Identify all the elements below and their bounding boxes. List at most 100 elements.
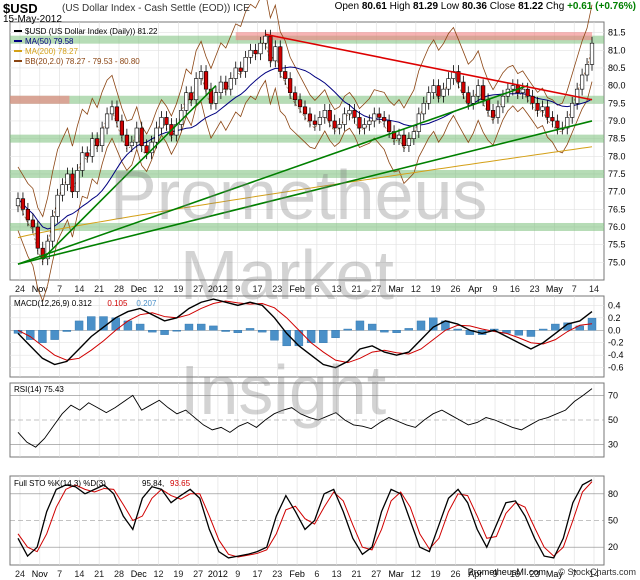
x-tick-label: 16 — [510, 569, 520, 579]
candle-down — [35, 226, 40, 249]
x-tick-label: 7 — [572, 569, 577, 579]
x-tick-label: 19 — [431, 569, 441, 579]
x-tick-label: 28 — [114, 284, 124, 294]
candle-down — [461, 81, 466, 93]
x-tick-label: May — [546, 284, 564, 294]
x-tick-label: 23 — [272, 569, 282, 579]
macd-legend-entry: MACD(12,26,9) 0.312 — [14, 299, 92, 308]
candle-up — [589, 42, 595, 65]
candle-down — [283, 71, 288, 79]
x-tick-label: 7 — [57, 284, 62, 294]
candle-up — [431, 85, 436, 93]
close-label: Close — [489, 1, 516, 12]
candle-up — [396, 134, 402, 139]
candle-up — [372, 113, 377, 122]
candle-down — [114, 106, 120, 122]
x-tick-label: 19 — [431, 284, 441, 294]
candle-down — [332, 120, 337, 129]
rsi-legend: RSI(14) 75.43 — [14, 385, 64, 394]
price-y-tick: 78.0 — [608, 151, 626, 161]
x-tick-label: May — [546, 569, 564, 579]
x-tick-label: 9 — [493, 569, 498, 579]
candle-down — [268, 35, 273, 62]
price-legend-entry: MA(50) 79.58 — [25, 37, 74, 46]
candle-up — [90, 138, 95, 157]
resistance-zone — [235, 32, 593, 41]
candle-up — [159, 117, 164, 129]
x-tick-label: 7 — [57, 569, 62, 579]
candle-down — [312, 120, 317, 125]
macd-histogram-bar — [392, 330, 401, 333]
x-tick-label: 19 — [173, 284, 183, 294]
footer-site-link[interactable]: PrometheusMI.com — [467, 567, 546, 577]
resistance-zone — [10, 95, 70, 104]
macd-histogram-bar — [233, 330, 243, 333]
pane-frame-0 — [9, 21, 605, 281]
macd-histogram-bar — [258, 330, 267, 333]
ohlc-summary: Open 80.61 High 81.29 Low 80.36 Close 81… — [335, 1, 636, 12]
candle-up — [426, 92, 431, 104]
bb-lower-line — [17, 79, 593, 303]
x-tick-label: 16 — [510, 284, 520, 294]
candle-down — [203, 71, 209, 90]
candle-down — [555, 120, 560, 129]
candle-down — [490, 110, 496, 118]
candle-up — [337, 124, 342, 129]
candle-down — [401, 134, 407, 146]
price-y-tick: 75.0 — [608, 257, 626, 267]
candle-down — [545, 106, 550, 118]
macd-legend-entry: 0.105 — [107, 299, 128, 308]
candle-up — [406, 138, 412, 146]
x-tick-label: 24 — [15, 284, 25, 294]
candle-down — [20, 198, 26, 210]
macd-histogram-bar — [160, 330, 169, 335]
macd-legend-entry: 0.207 — [136, 299, 157, 308]
candle-up — [100, 127, 105, 146]
x-tick-label: 9 — [235, 569, 240, 579]
candle-up — [362, 124, 367, 129]
candle-up — [317, 117, 322, 125]
x-tick-label: 21 — [94, 284, 104, 294]
macd-histogram-bar — [38, 330, 47, 343]
candle-down — [70, 173, 75, 192]
macd-histogram-bar — [196, 323, 206, 331]
x-tick-label: 12 — [411, 569, 421, 579]
x-tick-label: Dec — [131, 569, 148, 579]
pane-frame-1 — [9, 295, 605, 378]
macd-histogram-bar — [380, 330, 389, 333]
support-zone — [10, 134, 604, 143]
x-tick-label: 6 — [314, 284, 319, 294]
candle-up — [580, 74, 585, 90]
x-tick-label: 26 — [450, 284, 460, 294]
candle-down — [307, 113, 313, 122]
candle-down — [119, 120, 125, 136]
macd-histogram-bar — [50, 330, 59, 340]
candle-up — [540, 106, 545, 111]
support-zone — [10, 169, 604, 178]
x-tick-label: 12 — [154, 284, 164, 294]
candle-down — [293, 92, 298, 101]
x-tick-label: 12 — [154, 569, 164, 579]
price-legend-entry: BB(20,2.0) 78.27 - 79.53 - 80.80 — [25, 57, 140, 66]
candle-up — [584, 64, 590, 76]
price-y-tick: 78.5 — [608, 134, 626, 144]
x-tick-label: 14 — [74, 569, 84, 579]
candle-up — [347, 110, 352, 115]
candle-up — [471, 95, 476, 104]
x-tick-label: 23 — [530, 284, 540, 294]
x-tick-label: 2012 — [208, 284, 228, 294]
macd-histogram-bar — [575, 325, 584, 331]
candle-down — [139, 127, 144, 146]
rsi-line — [17, 388, 593, 448]
candle-down — [535, 102, 540, 111]
x-tick-label: 27 — [371, 569, 381, 579]
macd-histogram-bar — [526, 330, 536, 337]
x-tick-label: 17 — [253, 569, 263, 579]
candle-up — [65, 173, 70, 185]
price-y-tick: 80.5 — [608, 63, 626, 73]
macd-line — [17, 298, 593, 369]
x-tick-label: 14 — [74, 284, 84, 294]
x-tick-label: 21 — [351, 569, 361, 579]
footer-credit: © StockCharts.com — [558, 567, 636, 577]
